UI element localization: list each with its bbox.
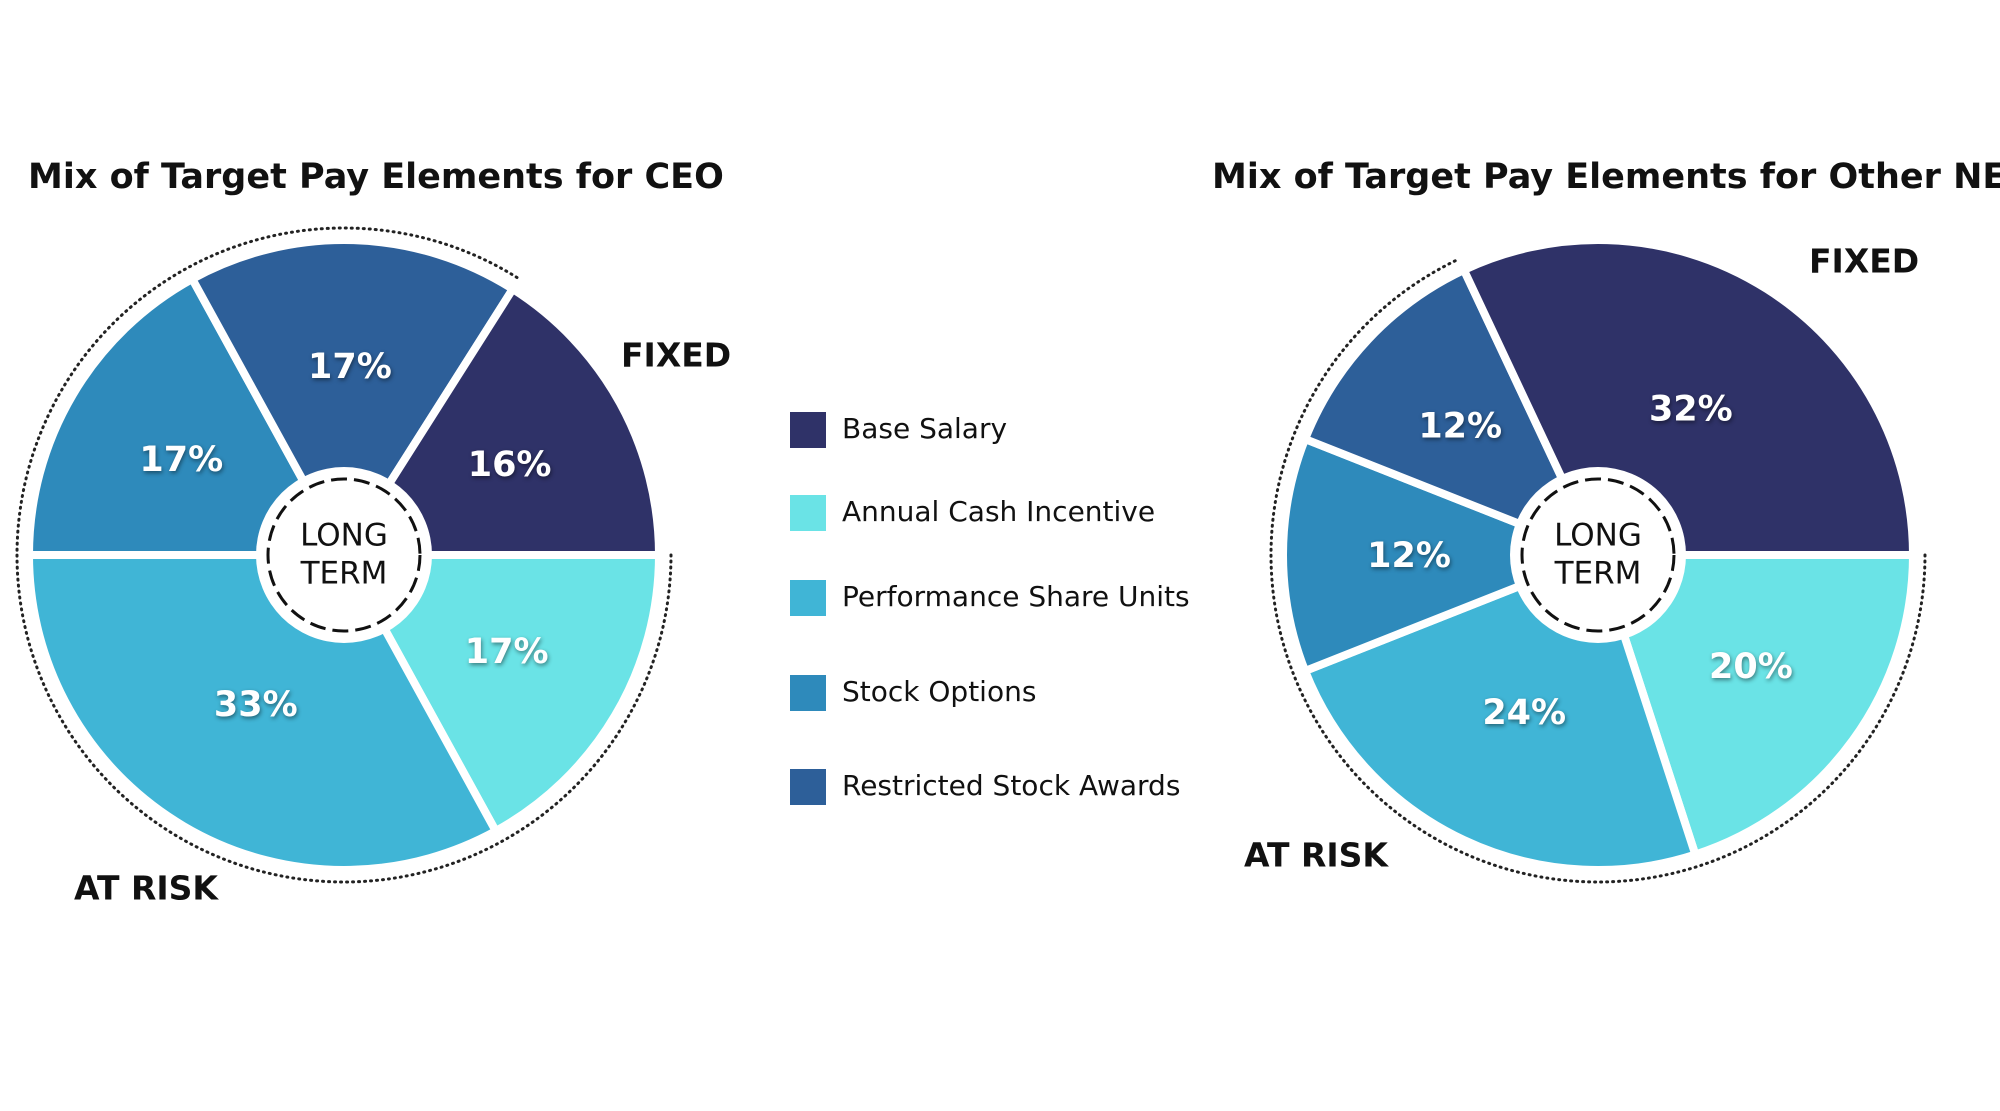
value-label: 17%	[139, 440, 223, 480]
center-label: TERM	[1554, 556, 1642, 592]
chart-title: Mix of Target Pay Elements for Other NEO…	[1212, 157, 2000, 197]
legend-swatch	[790, 495, 826, 531]
center-label: LONG	[300, 518, 388, 554]
value-label: 16%	[468, 445, 552, 485]
fixed-label: FIXED	[1809, 242, 1919, 281]
legend-swatch	[790, 580, 826, 616]
at-risk-arc	[15, 226, 673, 884]
legend-label: Stock Options	[842, 675, 1036, 708]
pie-slice	[25, 274, 348, 559]
pie-slice	[1301, 265, 1602, 559]
legend-label: Restricted Stock Awards	[842, 769, 1180, 802]
center-hole	[1510, 467, 1686, 643]
legend-swatch	[790, 675, 826, 711]
value-label: 33%	[214, 685, 298, 725]
value-label: 12%	[1418, 407, 1502, 447]
value-label: 24%	[1482, 693, 1566, 733]
legend-label: Annual Cash Incentive	[842, 495, 1155, 528]
pie-slice	[1279, 435, 1602, 675]
at-risk-label: AT RISK	[74, 869, 219, 908]
pie-slice	[188, 236, 517, 559]
legend-swatch	[790, 412, 826, 448]
center-ring	[266, 477, 422, 633]
center-ring	[1520, 477, 1676, 633]
at-risk-arc	[1269, 257, 1927, 884]
legend-label: Performance Share Units	[842, 580, 1190, 613]
pie-slice	[340, 285, 663, 559]
value-label: 17%	[308, 347, 392, 387]
legend-swatch	[790, 769, 826, 805]
legend-label: Base Salary	[842, 412, 1007, 445]
center-label: TERM	[300, 556, 388, 592]
value-label: 20%	[1709, 647, 1793, 687]
fixed-label: FIXED	[621, 336, 731, 375]
pie-slice	[1594, 551, 1917, 859]
value-label: 32%	[1649, 390, 1733, 430]
pie-slice	[340, 551, 663, 836]
chart-title: Mix of Target Pay Elements for CEO	[28, 157, 724, 197]
at-risk-label: AT RISK	[1244, 836, 1389, 875]
value-label: 12%	[1367, 536, 1451, 576]
center-hole	[256, 467, 432, 643]
value-label: 17%	[465, 632, 549, 672]
center-label: LONG	[1554, 518, 1642, 554]
